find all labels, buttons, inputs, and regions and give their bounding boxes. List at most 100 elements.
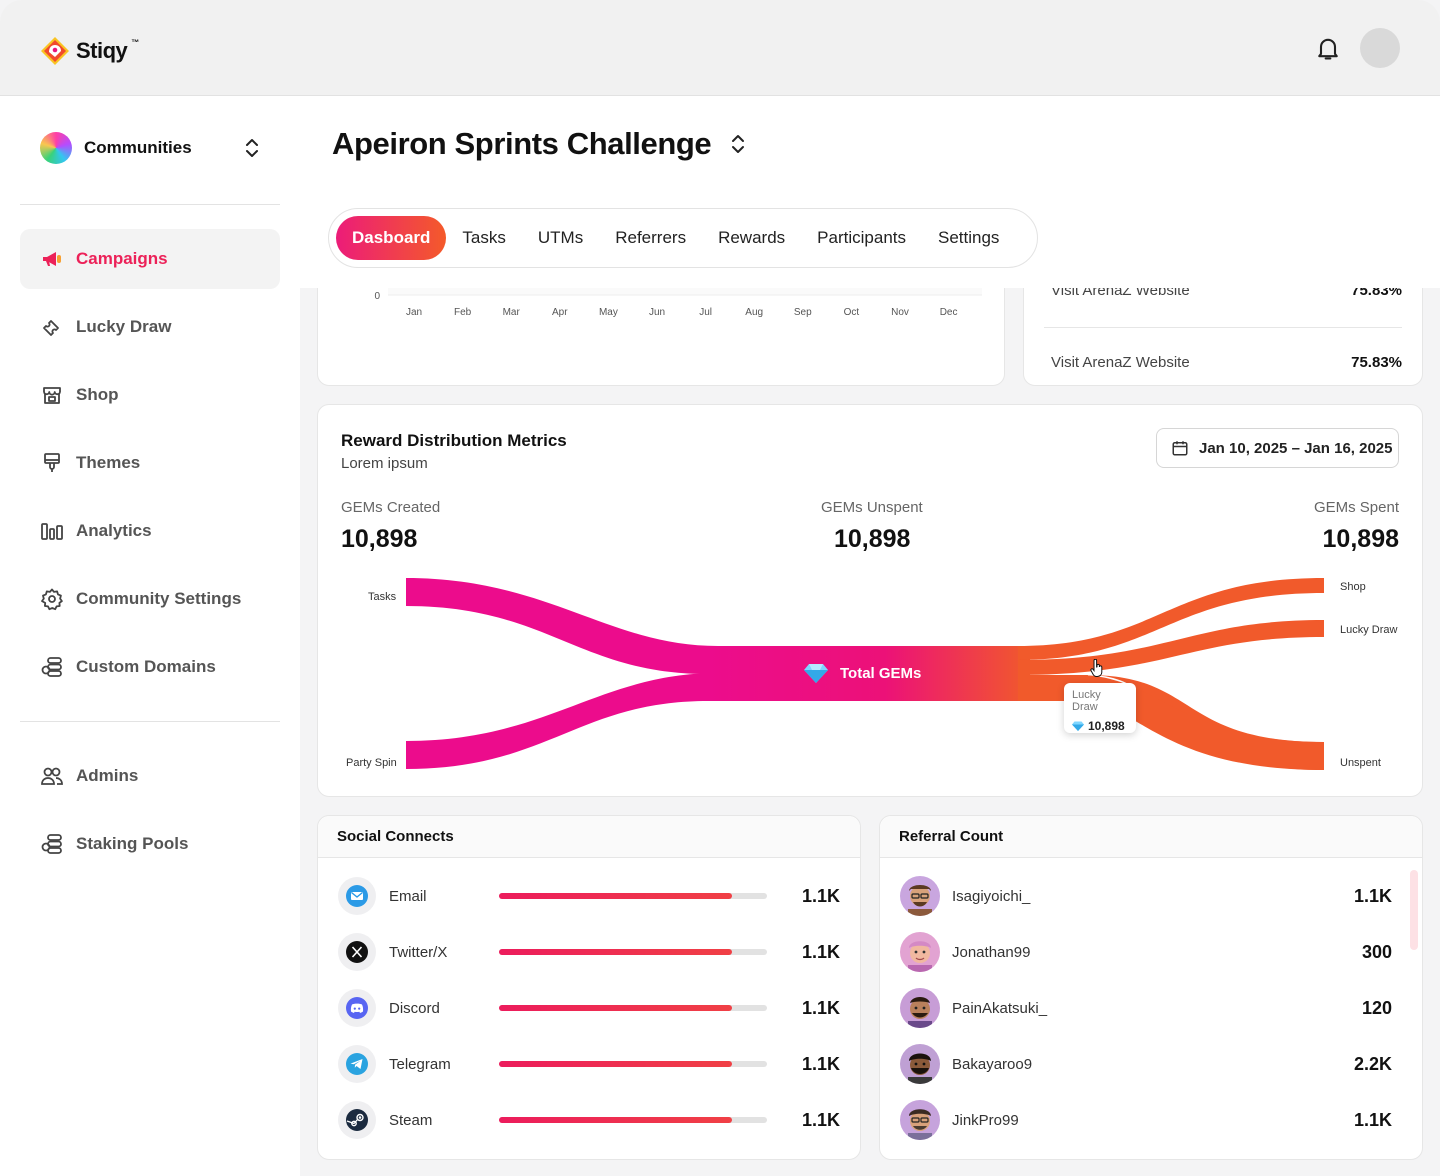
tab-dashboard[interactable]: Dasboard <box>336 216 447 260</box>
x-logo-icon <box>338 933 376 971</box>
sidebar-item-admins[interactable]: Admins <box>20 746 280 806</box>
avatar <box>900 988 940 1028</box>
chevron-up-down-icon <box>246 139 258 157</box>
x-tick-label: May <box>599 307 618 318</box>
logo-trademark: ™ <box>131 37 140 47</box>
sankey-flow-tasks[interactable] <box>406 578 718 674</box>
sidebar-item-analytics[interactable]: Analytics <box>20 501 280 561</box>
database-icon <box>41 657 62 677</box>
gem-icon <box>804 664 828 683</box>
tooltip-value: 10,898 <box>1088 719 1125 733</box>
sidebar-item-campaigns[interactable]: Campaigns <box>20 229 280 289</box>
social-row-email: Email 1.1K <box>338 876 840 916</box>
sidebar-item-staking-pools[interactable]: Staking Pools <box>20 814 280 874</box>
calendar-icon <box>1172 441 1188 456</box>
sidebar-item-label: Community Settings <box>76 589 242 608</box>
social-progress-fill <box>499 1117 733 1123</box>
metric-label-created: GEMs Created <box>341 499 441 516</box>
tab-participants[interactable]: Participants <box>817 228 906 247</box>
sankey-flow-party-spin[interactable] <box>406 673 718 769</box>
x-tick-label: Dec <box>940 307 958 318</box>
sidebar-item-shop[interactable]: Shop <box>20 365 280 425</box>
metric-value-unspent: 10,898 <box>834 525 911 553</box>
reward-distribution-card: Reward Distribution Metrics Lorem ipsum … <box>317 404 1423 797</box>
social-name: Telegram <box>389 1055 451 1073</box>
x-tick-label: Oct <box>844 307 860 318</box>
action-row: Visit ArenaZ Website 75.83% <box>1051 354 1402 371</box>
x-tick-label: Jul <box>699 307 712 318</box>
community-switcher[interactable]: Communities <box>40 132 260 164</box>
paint-brush-icon <box>44 453 60 472</box>
tab-referrers[interactable]: Referrers <box>615 228 687 247</box>
user-avatar[interactable] <box>1360 28 1400 68</box>
sidebar-item-community-settings[interactable]: Community Settings <box>20 569 280 629</box>
metric-label-spent: GEMs Spent <box>1313 499 1399 516</box>
ticket-icon <box>43 320 59 336</box>
referrer-name: Isagiyoichi_ <box>952 887 1031 905</box>
page-header: Apeiron Sprints Challenge Dasboard Tasks… <box>300 96 1440 288</box>
tab-tasks[interactable]: Tasks <box>462 228 506 247</box>
x-tick-label: Jun <box>649 307 665 318</box>
referral-row[interactable]: Jonathan99 300 <box>900 932 1392 972</box>
social-name: Twitter/X <box>389 943 448 961</box>
sidebar-item-label: Staking Pools <box>76 834 189 853</box>
social-value: 1.1K <box>801 885 840 906</box>
tab-utms[interactable]: UTMs <box>537 228 584 247</box>
social-progress-bar <box>499 1061 767 1067</box>
referral-value: 1.1K <box>1353 885 1392 906</box>
card-subtitle: Lorem ipsum <box>341 455 428 472</box>
social-progress-bar <box>499 949 767 955</box>
social-value: 1.1K <box>801 1109 840 1130</box>
bell-icon[interactable] <box>1314 34 1342 62</box>
steam-icon <box>338 1101 376 1139</box>
social-value: 1.1K <box>801 997 840 1018</box>
tooltip-value-row: 10,898 <box>1072 719 1128 733</box>
logo-text: Stiqy <box>76 38 128 63</box>
sidebar-item-custom-domains[interactable]: Custom Domains <box>20 637 280 697</box>
social-progress-fill <box>499 1005 733 1011</box>
social-progress-bar <box>499 893 767 899</box>
sankey-target-shop: Shop <box>1340 581 1366 593</box>
sankey-flow-shop[interactable] <box>1018 578 1324 660</box>
referral-count-card: Referral Count Isagiyoichi_ 1.1K Jonatha… <box>879 815 1423 1160</box>
page-title: Apeiron Sprints Challenge <box>332 126 712 161</box>
social-value: 1.1K <box>801 941 840 962</box>
referral-value: 300 <box>1361 941 1392 962</box>
app-logo[interactable]: Stiqy ™ <box>38 34 139 68</box>
tab-rewards[interactable]: Rewards <box>718 228 786 247</box>
referral-row[interactable]: JinkPro99 1.1K <box>900 1100 1392 1140</box>
list-scrollbar[interactable] <box>1410 870 1418 950</box>
referrer-name: PainAkatsuki_ <box>952 999 1048 1017</box>
metric-value-spent: 10,898 <box>1322 525 1399 553</box>
date-range-picker[interactable]: Jan 10, 2025 – Jan 16, 2025 <box>1156 428 1399 468</box>
x-tick-label: Aug <box>745 307 763 318</box>
avatar <box>900 1044 940 1084</box>
sidebar-item-themes[interactable]: Themes <box>20 433 280 493</box>
social-name: Discord <box>389 999 440 1017</box>
sidebar-item-label: Shop <box>76 385 119 404</box>
date-range-label: Jan 10, 2025 – Jan 16, 2025 <box>1199 439 1393 457</box>
campaign-tabs: Dasboard Tasks UTMs Referrers Rewards Pa… <box>328 208 1038 268</box>
referral-value: 120 <box>1361 997 1392 1018</box>
center-label-text: Total GEMs <box>840 664 922 682</box>
tab-settings[interactable]: Settings <box>938 228 1000 247</box>
tooltip-title: Lucky Draw <box>1072 689 1101 713</box>
sidebar-item-label: Themes <box>76 453 141 472</box>
sankey-tooltip: Lucky Draw 10,898 <box>1064 683 1136 733</box>
referral-row[interactable]: PainAkatsuki_ 120 <box>900 988 1392 1028</box>
x-tick-label: Nov <box>891 307 909 318</box>
community-avatar <box>40 132 72 164</box>
social-connects-card: Social Connects Email 1.1K Twitter/X 1.1… <box>317 815 861 1160</box>
social-progress-bar <box>499 1117 767 1123</box>
referral-row[interactable]: Bakayaroo9 2.2K <box>900 1044 1392 1084</box>
referral-value: 1.1K <box>1353 1109 1392 1130</box>
megaphone-icon <box>43 252 61 266</box>
chevron-up-down-icon[interactable] <box>730 132 746 156</box>
sidebar-item-label: Analytics <box>76 521 152 540</box>
sankey-node-total-gems[interactable] <box>708 646 1030 701</box>
sidebar-item-lucky-draw[interactable]: Lucky Draw <box>20 297 280 357</box>
social-progress-fill <box>499 1061 733 1067</box>
sankey-center-label: Total GEMs <box>804 663 921 683</box>
referral-row[interactable]: Isagiyoichi_ 1.1K <box>900 876 1392 916</box>
referral-value: 2.2K <box>1353 1053 1392 1074</box>
